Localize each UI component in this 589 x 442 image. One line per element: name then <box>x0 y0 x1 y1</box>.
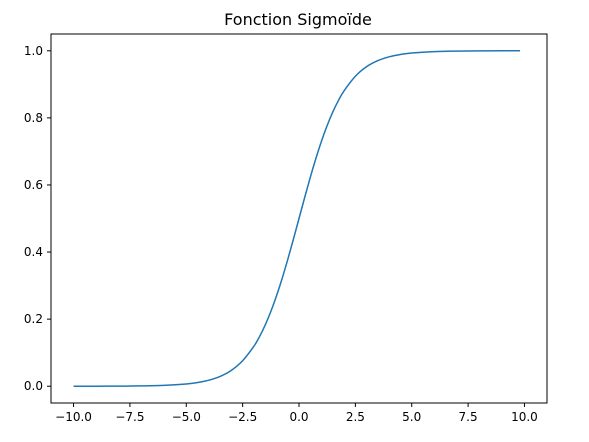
y-tick-label: 0.8 <box>24 111 43 125</box>
x-tick-label: −7.5 <box>115 410 144 424</box>
sigmoid-series-line <box>73 50 520 387</box>
x-tick-label: 0.0 <box>289 410 308 424</box>
x-tick-label: 7.5 <box>459 410 478 424</box>
x-tick-label: −2.5 <box>228 410 257 424</box>
y-tick-label: 0.2 <box>24 312 43 326</box>
x-axis: −10.0 −7.5 −5.0 −2.5 0.0 2.5 5.0 7.5 10.0 <box>55 403 538 424</box>
y-tick-label: 1.0 <box>24 44 43 58</box>
x-tick-label: 2.5 <box>346 410 365 424</box>
y-tick-label: 0.6 <box>24 178 43 192</box>
x-tick-label: −10.0 <box>55 410 92 424</box>
y-tick-label: 0.0 <box>24 379 43 393</box>
y-tick-label: 0.4 <box>24 245 43 259</box>
x-tick-label: 10.0 <box>511 410 538 424</box>
x-tick-label: 5.0 <box>402 410 421 424</box>
x-tick-label: −5.0 <box>172 410 201 424</box>
y-axis: 0.0 0.2 0.4 0.6 0.8 1.0 <box>24 44 51 393</box>
chart-title: Fonction Sigmoïde <box>224 10 372 29</box>
